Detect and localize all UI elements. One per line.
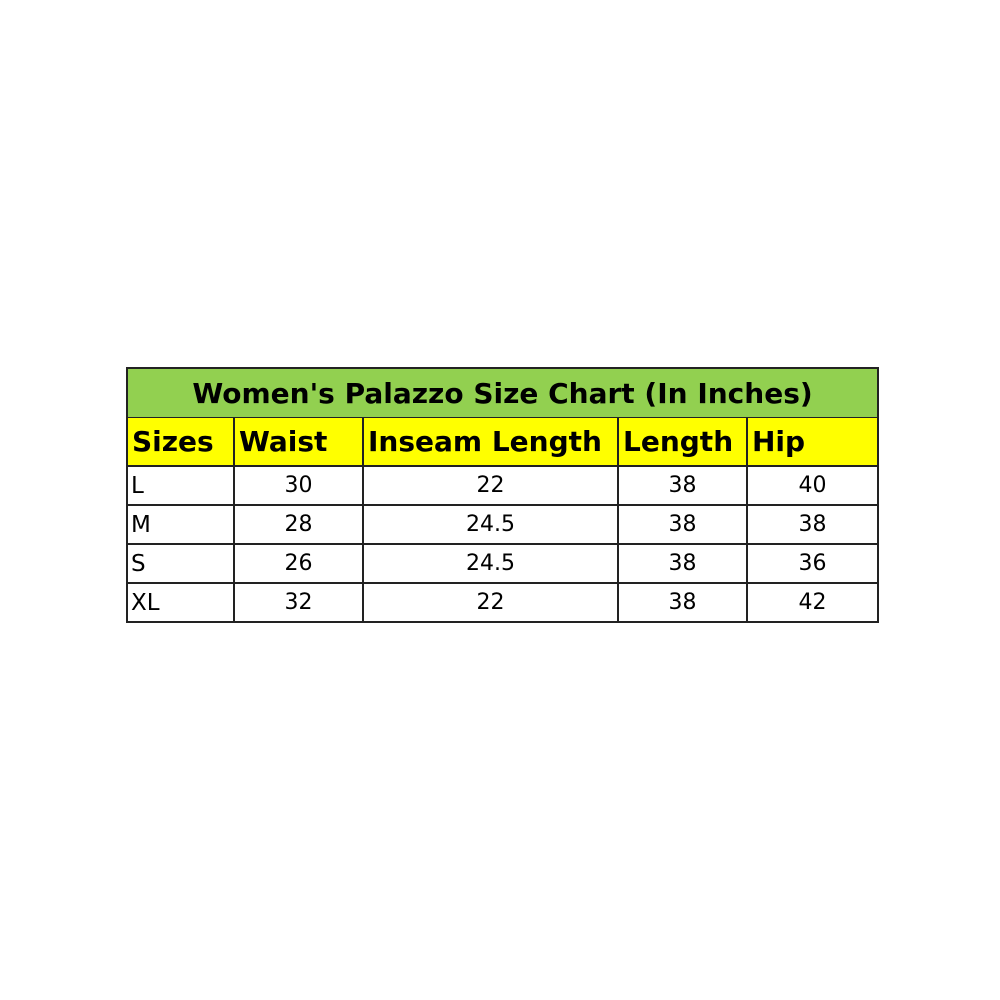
size-cell: L: [126, 465, 235, 506]
table-row: L 30 22 38 40: [126, 465, 880, 506]
length-cell: 38: [617, 504, 748, 545]
header-hip: Hip: [745, 417, 880, 467]
table-row: M 28 24.5 38 38: [126, 504, 880, 545]
size-cell: M: [126, 504, 235, 545]
size-cell: XL: [126, 582, 235, 623]
waist-cell: 26: [233, 543, 364, 584]
table-row: S 26 24.5 38 36: [126, 543, 880, 584]
length-cell: 38: [617, 582, 748, 623]
header-waist: Waist: [233, 417, 364, 467]
header-length: Length: [617, 417, 748, 467]
length-cell: 38: [617, 465, 748, 506]
table-row: XL 32 22 38 42: [126, 582, 880, 623]
header-row: Sizes Waist Inseam Length Length Hip: [126, 417, 880, 467]
inseam-cell: 22: [362, 465, 619, 506]
inseam-cell: 24.5: [362, 504, 619, 545]
inseam-cell: 22: [362, 582, 619, 623]
hip-cell: 36: [745, 543, 880, 584]
inseam-cell: 24.5: [362, 543, 619, 584]
header-inseam-length: Inseam Length: [362, 417, 619, 467]
waist-cell: 30: [233, 465, 364, 506]
size-chart-table: Women's Palazzo Size Chart (In Inches) S…: [125, 367, 880, 623]
hip-cell: 40: [745, 465, 880, 506]
size-cell: S: [126, 543, 235, 584]
chart-title: Women's Palazzo Size Chart (In Inches): [125, 367, 880, 418]
hip-cell: 38: [745, 504, 880, 545]
waist-cell: 32: [233, 582, 364, 623]
hip-cell: 42: [745, 582, 880, 623]
waist-cell: 28: [233, 504, 364, 545]
header-sizes: Sizes: [126, 417, 235, 467]
length-cell: 38: [617, 543, 748, 584]
